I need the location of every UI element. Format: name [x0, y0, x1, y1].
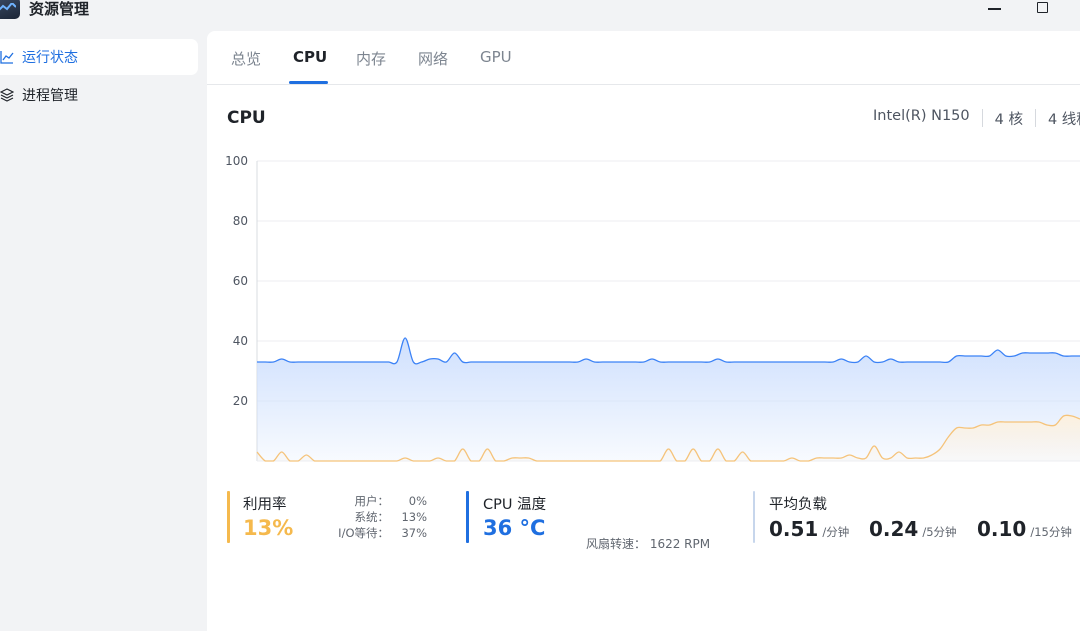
usage-label: 利用率 [243, 497, 287, 513]
load-unit: /分钟 [822, 525, 850, 539]
load-unit: /5分钟 [922, 525, 957, 539]
cpu-threads: 4 线程 [1047, 112, 1080, 128]
cpu-info: Intel(R) N150 4 核 4 线程 [873, 108, 1080, 129]
series-0-line [256, 337, 1080, 365]
section-title: CPU [227, 108, 266, 128]
temperature-accent-bar [466, 491, 469, 543]
layers-icon [0, 88, 14, 102]
breakdown-value: 13% [401, 510, 427, 524]
active-tab-indicator [289, 81, 328, 84]
app-title: 资源管理 [29, 0, 90, 18]
tab-bar: 总览 CPU 内存 网络 GPU [207, 31, 1080, 85]
load-label: 平均负载 [769, 497, 827, 513]
y-tick-label: 100 [225, 154, 248, 168]
breakdown-key: 用户： [354, 494, 390, 508]
y-tick-label: 60 [233, 274, 248, 288]
sidebar-item-processes[interactable]: 进程管理 [0, 77, 198, 113]
divider [981, 109, 983, 127]
cpu-usage-chart: 20 40 60 80 100 [225, 154, 1080, 462]
minimize-icon[interactable] [980, 0, 1010, 18]
breakdown-value: 37% [401, 526, 427, 540]
load-value: 0.51 [769, 517, 819, 541]
y-tick-label: 80 [233, 214, 248, 228]
tab-gpu[interactable]: GPU [480, 48, 512, 66]
load-1min: 0.51/分钟 [769, 517, 849, 541]
breakdown-value: 0% [408, 494, 427, 508]
load-value: 0.24 [869, 517, 919, 541]
series-1-line [256, 414, 1080, 462]
breakdown-row: I/O等待： 37% [317, 525, 427, 541]
line-chart-icon [0, 50, 14, 64]
stats-row: 利用率 13% 用户： 0% 系统： 13% I/O等待： 37% CPU 温度 36… [207, 491, 1080, 551]
breakdown-row: 系统： 13% [317, 509, 428, 525]
sidebar-item-label: 运行状态 [22, 50, 78, 66]
breakdown-row: 用户： 0% [317, 493, 428, 509]
load-value: 0.10 [977, 517, 1027, 541]
load-unit: /15分钟 [1030, 525, 1072, 539]
usage-accent-bar [227, 491, 230, 543]
app-logo-icon [0, 0, 20, 19]
tab-overview[interactable]: 总览 [231, 50, 262, 68]
sidebar: 运行状态 进程管理 [0, 30, 207, 614]
y-tick-label: 40 [233, 334, 248, 348]
breakdown-key: 系统： [354, 510, 390, 524]
load-15min: 0.10/15分钟 [977, 517, 1072, 541]
tab-cpu[interactable]: CPU [293, 48, 328, 66]
temperature-value: 36 °C [483, 516, 546, 540]
maximize-icon[interactable] [1028, 0, 1058, 18]
series-0-area [257, 338, 1080, 461]
main-panel: 总览 CPU 内存 网络 GPU CPU Intel(R) N150 4 核 4… [207, 31, 1080, 631]
sidebar-item-status[interactable]: 运行状态 [0, 39, 198, 75]
divider [1034, 109, 1036, 127]
tab-network[interactable]: 网络 [418, 50, 449, 68]
usage-value: 13% [243, 516, 294, 540]
sidebar-item-label: 进程管理 [22, 88, 78, 104]
y-tick-label: 20 [233, 394, 248, 408]
fan-speed: 风扇转速： 1622 RPM [586, 537, 711, 551]
temperature-label: CPU 温度 [483, 497, 547, 513]
cpu-cores: 4 核 [994, 112, 1023, 128]
load-accent-bar [753, 491, 755, 543]
load-5min: 0.24/5分钟 [869, 517, 957, 541]
usage-breakdown: 用户： 0% 系统： 13% I/O等待： 37% [317, 493, 427, 541]
tab-memory[interactable]: 内存 [356, 50, 387, 68]
breakdown-key: I/O等待： [338, 526, 389, 540]
title-bar: 资源管理 [0, 0, 1080, 30]
cpu-model: Intel(R) N150 [873, 108, 970, 124]
